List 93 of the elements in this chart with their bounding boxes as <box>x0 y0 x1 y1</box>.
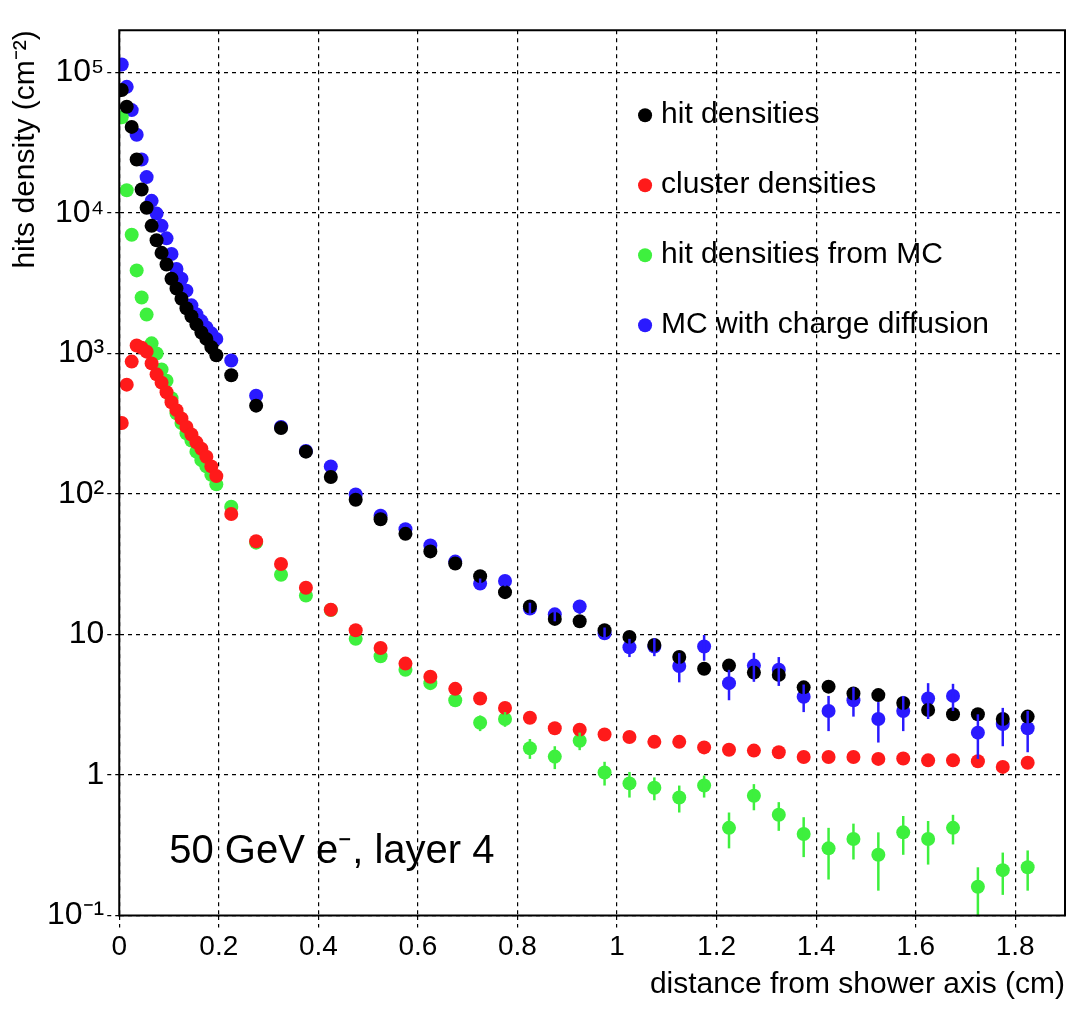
point <box>896 751 911 766</box>
legend-label: MC with charge diffusion <box>661 306 989 340</box>
x-tick-label: 0.4 <box>298 929 338 961</box>
point <box>522 710 537 725</box>
point <box>871 751 886 766</box>
point <box>846 750 861 765</box>
x-tick-label: 0.6 <box>398 929 438 961</box>
x-tick-label: 1 <box>609 929 625 961</box>
point <box>209 469 224 484</box>
point <box>224 506 239 521</box>
point <box>129 152 144 167</box>
legend-label: hit densities from MC <box>661 236 943 270</box>
legend-label: hit densities <box>661 96 820 130</box>
y-tick-label: 10⁻¹ <box>47 895 105 932</box>
point <box>771 745 786 760</box>
point <box>144 356 159 371</box>
point <box>159 257 174 272</box>
point <box>124 227 139 242</box>
point <box>572 722 587 737</box>
point <box>209 348 224 363</box>
annotation: 50 GeV e⁻, layer 4 <box>169 827 495 872</box>
point <box>119 99 134 114</box>
point <box>423 544 438 559</box>
point <box>473 691 488 706</box>
x-tick-label: 1.8 <box>995 929 1035 961</box>
point <box>746 743 761 758</box>
point <box>970 707 985 722</box>
point <box>722 742 737 757</box>
point <box>124 119 139 134</box>
point <box>697 661 712 676</box>
point <box>134 290 149 305</box>
point <box>144 218 159 233</box>
point <box>970 754 985 769</box>
point <box>1020 755 1035 770</box>
point <box>119 377 134 392</box>
point <box>119 183 134 198</box>
y-tick-label: 10³ <box>58 333 105 370</box>
x-tick-label: 1.6 <box>896 929 936 961</box>
point <box>373 641 388 656</box>
point <box>946 707 960 722</box>
point <box>697 740 712 755</box>
point <box>423 669 438 684</box>
x-tick-label: 0 <box>111 929 128 961</box>
x-tick-label: 1.2 <box>697 929 737 961</box>
point <box>796 750 811 765</box>
point <box>139 344 154 359</box>
point <box>348 623 363 638</box>
point <box>139 170 154 185</box>
point <box>821 679 836 694</box>
point <box>124 354 139 369</box>
point <box>498 700 513 715</box>
point <box>134 182 149 197</box>
point <box>129 263 144 278</box>
point <box>871 688 886 703</box>
legend-label: cluster densities <box>661 166 877 200</box>
point <box>547 721 562 736</box>
point <box>572 614 587 629</box>
point <box>946 753 960 768</box>
y-tick-label: 10² <box>58 473 105 510</box>
y-tick-label: 10⁴ <box>54 192 105 229</box>
x-axis-title: distance from shower axis (cm) <box>649 966 1065 1000</box>
point <box>622 730 637 745</box>
point <box>323 470 338 485</box>
point <box>398 526 413 541</box>
x-tick-label: 0.2 <box>199 929 239 961</box>
point <box>139 307 154 322</box>
y-tick-label: 10⁵ <box>55 52 105 89</box>
point <box>224 353 239 368</box>
point <box>373 512 388 527</box>
x-tick-label: 0.8 <box>497 929 537 961</box>
y-tick-label: 10 <box>68 614 105 651</box>
point <box>139 200 154 215</box>
point <box>498 585 513 600</box>
point <box>921 753 936 768</box>
point <box>274 557 289 572</box>
y-tick-label: 1 <box>86 754 105 791</box>
point <box>298 580 313 595</box>
point <box>398 656 413 671</box>
point <box>995 759 1010 774</box>
point <box>597 727 612 742</box>
x-tick-label: 1.4 <box>796 929 836 961</box>
point <box>672 734 687 749</box>
point <box>154 245 169 260</box>
point <box>722 658 737 673</box>
point <box>448 681 463 696</box>
point <box>348 492 363 507</box>
point <box>249 398 264 413</box>
y-axis-title: hits density (cm⁻²) <box>7 30 41 269</box>
point <box>224 368 239 383</box>
point <box>473 569 488 584</box>
point <box>821 750 836 765</box>
point <box>647 734 662 749</box>
point <box>149 233 164 248</box>
